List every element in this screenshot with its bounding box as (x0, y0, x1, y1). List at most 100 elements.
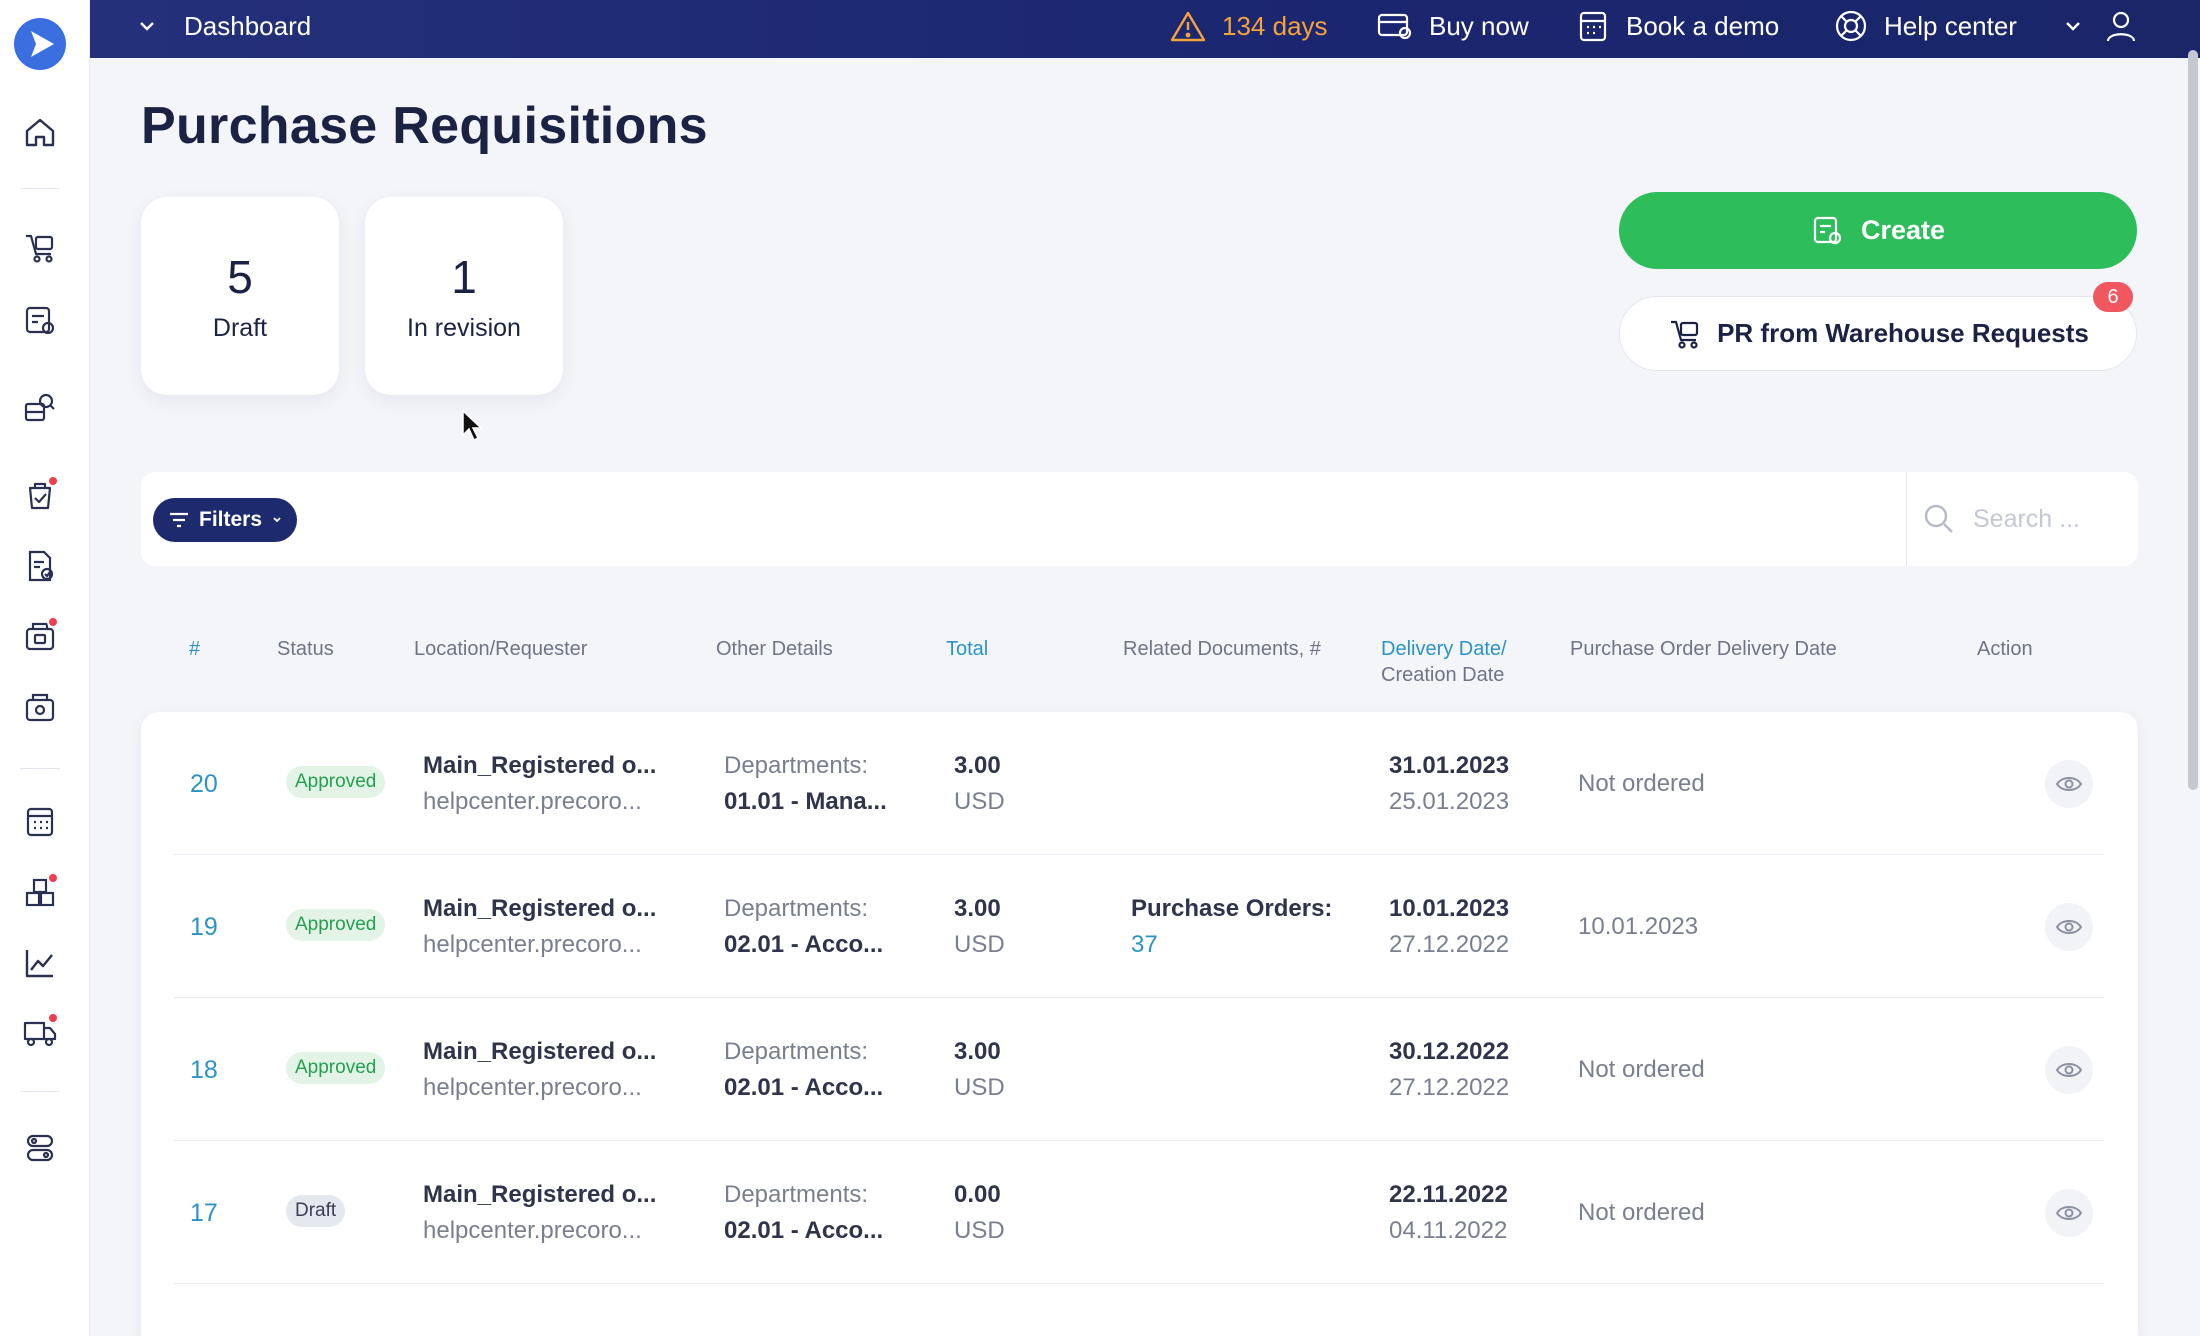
mouse-cursor-icon (462, 409, 483, 442)
total-currency: USD (954, 1074, 1005, 1101)
eye-icon (2055, 1206, 2083, 1220)
user-avatar[interactable] (2104, 0, 2154, 52)
details-label: Departments: (724, 1181, 869, 1208)
requisitions-table: 20 Approved Main_Registered o... helpcen… (141, 712, 2138, 1336)
settings-toggles-icon[interactable] (19, 1127, 61, 1169)
details-value: 02.01 - Acco... (724, 931, 884, 958)
view-button[interactable] (2045, 760, 2093, 808)
dashboard-menu[interactable]: Dashboard (138, 0, 311, 52)
requester-email: helpcenter.precoro... (423, 1217, 642, 1244)
cart-icon (1671, 320, 1699, 349)
analytics-chart-icon[interactable] (19, 942, 61, 984)
buy-now-link[interactable]: Buy now (1377, 0, 1529, 52)
creation-date: 04.11.2022 (1389, 1217, 1508, 1244)
stat-label: In revision (407, 313, 521, 342)
column-header-id[interactable]: # (189, 638, 201, 660)
pr-from-warehouse-button[interactable]: PR from Warehouse Requests (1619, 296, 2137, 371)
receipt-box-icon[interactable] (19, 615, 61, 657)
book-demo-link[interactable]: Book a demo (1578, 0, 1779, 52)
related-document-link[interactable]: 37 (1131, 931, 1158, 958)
table-row[interactable]: 19 Approved Main_Registered o... helpcen… (141, 855, 2138, 998)
sidebar (0, 0, 90, 1336)
budget-calculator-icon[interactable] (19, 801, 61, 843)
requester-email: helpcenter.precoro... (423, 788, 642, 815)
trial-days-indicator[interactable]: 134 days (1170, 0, 1328, 52)
filter-bar: Filters (141, 472, 2138, 566)
status-badge: Draft (286, 1195, 346, 1227)
supplier-search-icon[interactable] (19, 387, 61, 429)
row-id-link[interactable]: 18 (190, 1056, 218, 1084)
details-label: Departments: (724, 895, 869, 922)
delivery-date: 22.11.2022 (1389, 1181, 1508, 1208)
details-label: Departments: (724, 752, 869, 779)
search-box (1906, 472, 2138, 566)
precoro-logo[interactable] (14, 18, 66, 70)
warehouse-requests-count-badge: 6 (2093, 282, 2133, 312)
requisition-icon[interactable] (19, 300, 61, 342)
table-row[interactable]: 20 Approved Main_Registered o... helpcen… (141, 712, 2138, 855)
column-header-location: Location/Requester (414, 638, 588, 660)
view-button[interactable] (2045, 1189, 2093, 1237)
stat-label: Draft (212, 313, 268, 342)
eye-icon (2055, 1063, 2083, 1077)
view-button[interactable] (2045, 903, 2093, 951)
creation-date: 27.12.2022 (1389, 1074, 1510, 1101)
create-button-label: Create (1860, 215, 1946, 245)
column-header-total[interactable]: Total (946, 638, 989, 660)
status-badge: Approved (286, 766, 386, 798)
book-demo-label: Book a demo (1626, 10, 1780, 41)
row-divider (174, 1140, 2104, 1141)
details-label: Departments: (724, 1038, 869, 1065)
stat-card-in-revision[interactable]: 1 In revision (365, 197, 563, 395)
account-menu-chevron[interactable] (2064, 0, 2098, 52)
location-name: Main_Registered o... (423, 1038, 657, 1065)
po-delivery-date: Not ordered (1578, 1056, 1705, 1083)
page-scrollbar[interactable] (2188, 50, 2198, 790)
total-amount: 3.00 (954, 895, 1001, 922)
payments-icon[interactable] (19, 686, 61, 728)
column-header-other-details: Other Details (716, 638, 833, 660)
dashboard-label: Dashboard (184, 10, 312, 41)
creation-date: 25.01.2023 (1389, 788, 1510, 815)
location-name: Main_Registered o... (423, 895, 657, 922)
row-id-link[interactable]: 19 (190, 913, 218, 941)
notification-dot (47, 616, 59, 628)
search-input[interactable] (1973, 504, 2123, 534)
notification-dot (47, 475, 59, 487)
delivery-date-label: Delivery Date/ (1381, 638, 1507, 660)
sidebar-divider (20, 768, 60, 769)
invoice-check-icon[interactable] (19, 545, 61, 587)
home-icon[interactable] (19, 111, 61, 153)
cart-icon[interactable] (19, 227, 61, 269)
status-badge: Approved (286, 1052, 386, 1084)
pr-from-warehouse-label: PR from Warehouse Requests (1717, 318, 2089, 348)
buy-now-label: Buy now (1429, 10, 1529, 41)
top-bar: Dashboard 134 days Buy now Book a demo H… (90, 0, 2200, 58)
details-value: 01.01 - Mana... (724, 788, 887, 815)
help-center-link[interactable]: Help center (1834, 0, 2017, 52)
filter-icon (170, 512, 188, 528)
row-id-link[interactable]: 20 (190, 770, 218, 798)
delivery-truck-icon[interactable] (19, 1011, 61, 1053)
total-currency: USD (954, 931, 1005, 958)
filters-button[interactable]: Filters (153, 498, 297, 542)
search-icon (1924, 504, 1953, 533)
table-row[interactable]: 18 Approved Main_Registered o... helpcen… (141, 998, 2138, 1141)
table-row[interactable]: 17 Draft Main_Registered o... helpcenter… (141, 1141, 2138, 1284)
po-delivery-date: Not ordered (1578, 1199, 1705, 1226)
create-button[interactable]: Create (1619, 192, 2137, 269)
location-name: Main_Registered o... (423, 752, 657, 779)
notification-dot (47, 872, 59, 884)
total-amount: 3.00 (954, 1038, 1001, 1065)
view-button[interactable] (2045, 1046, 2093, 1094)
stat-card-draft[interactable]: 5 Draft (141, 197, 339, 395)
column-header-po-delivery-date: Purchase Order Delivery Date (1570, 638, 1837, 660)
approvals-icon[interactable] (19, 474, 61, 516)
row-id-link[interactable]: 17 (190, 1199, 218, 1227)
column-header-delivery-date[interactable]: Delivery Date/ Creation Date (1381, 636, 1507, 688)
inventory-boxes-icon[interactable] (19, 871, 61, 913)
column-header-related-documents: Related Documents, # (1123, 638, 1321, 660)
row-divider (174, 854, 2104, 855)
delivery-date: 31.01.2023 (1389, 752, 1510, 779)
creation-date-label: Creation Date (1381, 664, 1505, 686)
